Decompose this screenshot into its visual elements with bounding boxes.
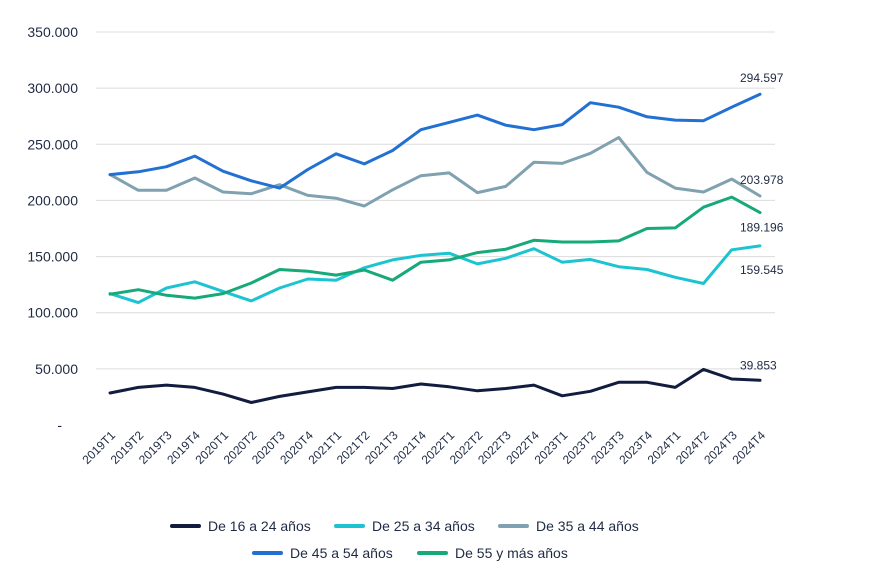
y-tick-label: 100.000 <box>27 305 78 321</box>
legend-item: De 16 a 24 años <box>170 518 311 534</box>
y-tick-label: 250.000 <box>27 136 78 152</box>
grid-lines <box>96 31 775 370</box>
legend-item: De 55 y más años <box>417 545 568 561</box>
series-line-de-25-a-34-a-os <box>108 244 762 305</box>
legend-item: De 35 a 44 años <box>498 518 639 534</box>
y-tick-label: 150.000 <box>27 249 78 265</box>
x-axis-tick-labels: 2019T12019T22019T32019T42020T12020T22020… <box>79 428 768 467</box>
series-line-de-55-y-m-s-a-os <box>108 195 762 300</box>
legend-label: De 16 a 24 años <box>208 518 311 534</box>
series-lines <box>108 92 762 404</box>
legend-label: De 55 y más años <box>455 545 568 561</box>
end-value-label: 39.853 <box>740 358 777 372</box>
y-tick-label: 350.000 <box>27 24 78 40</box>
y-tick-label: 50.000 <box>35 361 78 377</box>
end-value-labels: 39.853 159.545 203.978 294.597 189.196 <box>740 71 784 372</box>
end-value-label: 203.978 <box>740 173 784 187</box>
end-value-label: 189.196 <box>740 221 784 235</box>
y-axis-tick-labels: - 50.000 100.000 150.000 200.000 250.000 300.0… <box>27 24 78 433</box>
legend-label: De 25 a 34 años <box>372 518 475 534</box>
series-line-de-16-a-24-a-os <box>108 367 762 404</box>
y-tick-label: 200.000 <box>27 192 78 208</box>
legend-label: De 45 a 54 años <box>290 545 393 561</box>
legend-item: De 25 a 34 años <box>334 518 475 534</box>
end-value-label: 159.545 <box>740 263 784 277</box>
legend-label: De 35 a 44 años <box>536 518 639 534</box>
y-tick-label: 300.000 <box>27 80 78 96</box>
legend: De 16 a 24 años De 25 a 34 años De 35 a 44… <box>170 518 639 561</box>
y-tick-label: - <box>57 417 62 433</box>
series-line-de-35-a-44-a-os <box>108 136 762 208</box>
legend-item: De 45 a 54 años <box>252 545 393 561</box>
series-line-de-45-a-54-a-os <box>108 92 762 190</box>
end-value-label: 294.597 <box>740 71 784 85</box>
